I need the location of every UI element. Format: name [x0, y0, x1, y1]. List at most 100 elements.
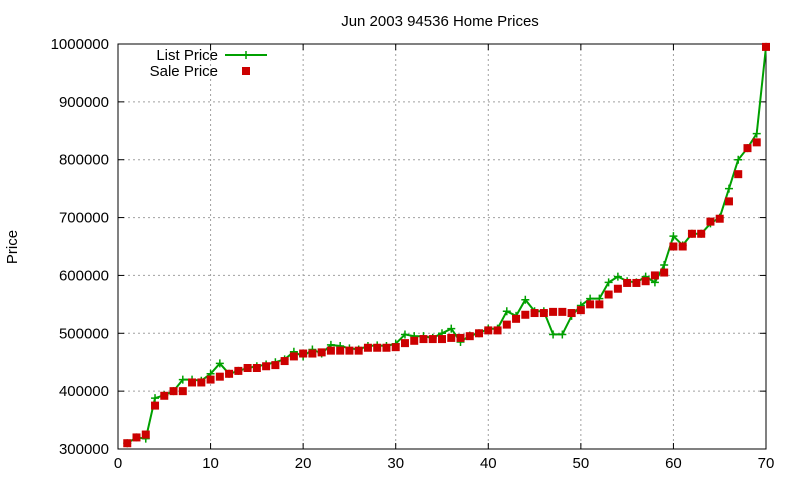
list-price-point	[650, 278, 659, 287]
sale-price-point	[225, 369, 234, 378]
x-tick-label: 70	[758, 455, 775, 472]
list-price-point	[613, 272, 622, 281]
sale-price-point	[567, 309, 576, 318]
list-price-point	[752, 129, 761, 138]
sale-price-point	[197, 378, 206, 387]
sale-price-point	[354, 346, 363, 355]
y-tick-label: 700000	[59, 210, 109, 227]
sale-price-point	[558, 307, 567, 316]
list-price-point	[724, 184, 733, 193]
sale-price-point	[687, 229, 696, 238]
list-price-point	[178, 375, 187, 384]
x-tick-label: 10	[202, 455, 219, 472]
sale-price-point	[345, 346, 354, 355]
sale-price-point	[419, 335, 428, 344]
sale-price-point	[586, 300, 595, 309]
sale-price-point	[382, 343, 391, 352]
sale-price-point	[613, 284, 622, 293]
sale-price-point	[475, 329, 484, 338]
chart-title: Jun 2003 94536 Home Prices	[341, 13, 539, 30]
sale-price-point	[660, 268, 669, 277]
sale-price-point	[363, 343, 372, 352]
sale-price-point	[428, 335, 437, 344]
list-price-line	[126, 46, 767, 445]
sale-price-point	[410, 336, 419, 345]
sale-price-point	[132, 433, 141, 442]
sale-price-point	[289, 352, 298, 361]
sale-price-point	[502, 320, 511, 329]
sale-price-point	[169, 387, 178, 396]
x-tick-label: 20	[295, 455, 312, 472]
list-price-point	[151, 394, 160, 403]
sale-price-point	[188, 378, 197, 387]
sale-price-point	[549, 307, 558, 316]
y-tick-label: 1000000	[51, 36, 109, 53]
x-tick-label: 0	[114, 455, 122, 472]
sale-price-point	[493, 326, 502, 335]
y-axis-label: Price	[4, 230, 21, 264]
sale-price-point	[752, 138, 761, 147]
sale-price-point	[465, 332, 474, 341]
sale-price-point	[160, 391, 169, 400]
sale-price-point	[734, 170, 743, 179]
axis-ticks: 0 10 20 30 40 50 60 70 300000 400000 500000 600000 7…	[51, 36, 775, 472]
sale-price-point	[539, 309, 548, 318]
sale-price-point	[234, 366, 243, 375]
sale-price-point	[604, 290, 613, 299]
list-price-point	[215, 359, 224, 368]
list-price-point	[669, 232, 678, 241]
x-tick-label: 30	[387, 455, 404, 472]
sale-price-point	[243, 364, 252, 372]
legend-label-sale-price: Sale Price	[150, 63, 218, 80]
y-tick-label: 600000	[59, 267, 109, 284]
list-price-point	[604, 278, 613, 287]
sale-price-point	[447, 333, 456, 342]
sale-price-point	[715, 214, 724, 223]
plot-frame	[117, 43, 767, 450]
sale-price-point	[484, 326, 493, 335]
list-price-point	[521, 295, 530, 304]
x-tick-label: 60	[665, 455, 682, 472]
sale-price-point	[336, 346, 345, 355]
sale-price-point	[400, 339, 409, 348]
sale-price-point	[669, 242, 678, 251]
list-price-point	[400, 330, 409, 339]
sale-price-point	[280, 357, 289, 366]
list-price-point	[558, 330, 567, 339]
sale-price-point	[215, 372, 224, 381]
y-tick-label: 800000	[59, 152, 109, 169]
sale-price-point	[530, 309, 539, 318]
sale-price-point	[632, 278, 641, 287]
sale-price-point	[438, 335, 446, 344]
list-price-point	[447, 324, 456, 333]
sale-price-point	[650, 271, 659, 280]
y-tick-label: 900000	[59, 94, 109, 111]
sale-price-point	[762, 42, 770, 51]
sale-price-point	[391, 343, 400, 352]
x-tick-label: 50	[573, 455, 590, 472]
sale-price-point	[456, 333, 465, 342]
grid-lines	[118, 44, 766, 449]
sale-price-point	[521, 310, 530, 319]
sale-price-point	[724, 197, 733, 206]
legend-swatch-list-price-marker	[242, 51, 250, 59]
sale-price-point	[178, 387, 187, 396]
legend: List Price Sale Price	[150, 47, 267, 80]
sale-price-point	[641, 277, 650, 286]
sale-price-point	[123, 439, 132, 448]
sale-price-point	[308, 349, 317, 358]
sale-price-point	[697, 229, 706, 238]
list-price-point	[660, 261, 669, 270]
sale-price-point	[262, 362, 271, 371]
sale-price-point	[678, 242, 687, 251]
sale-price-point	[271, 361, 280, 370]
y-tick-label: 400000	[59, 383, 109, 400]
y-tick-label: 300000	[59, 441, 109, 458]
series-sale-price	[123, 42, 770, 448]
sale-price-point	[706, 217, 715, 226]
x-tick-label: 40	[480, 455, 497, 472]
sale-price-point	[373, 343, 382, 352]
sale-price-point	[595, 300, 604, 309]
sale-price-point	[576, 306, 585, 315]
